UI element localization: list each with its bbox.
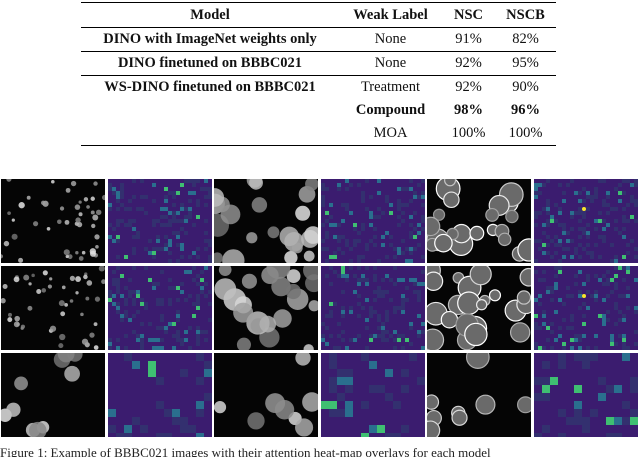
nscb-cell: 96%: [511, 102, 540, 118]
header-weak-label: Weak Label: [353, 6, 428, 23]
weak-label-cell: None: [374, 55, 407, 71]
microscopy-tile: [107, 179, 212, 263]
microscopy-tile: [533, 179, 638, 263]
weak-label-cell: Compound: [355, 102, 426, 118]
figure-caption: Figure 1: Example of BBBC021 images with…: [0, 445, 491, 457]
table-row: WS-DINO finetuned on BBBC021 Treatment 9…: [81, 76, 556, 100]
header-nsc: NSC: [453, 6, 483, 23]
microscopy-figure-grid: [1, 179, 639, 439]
microscopy-tile: [107, 266, 212, 350]
microscopy-tile: [1, 266, 105, 350]
table-row: DINO with ImageNet weights only None 91%…: [81, 28, 556, 52]
results-table: Model Weak Label NSC NSCB DINO with Imag…: [81, 2, 556, 146]
model-name: WS-DINO finetuned on BBBC021: [104, 79, 316, 95]
nsc-cell: 100%: [451, 125, 486, 141]
nscb-cell: 82%: [512, 31, 539, 47]
header-model: Model: [190, 6, 230, 23]
weak-label-cell: None: [374, 31, 407, 47]
microscopy-tile: [1, 179, 105, 263]
table-header-row: Model Weak Label NSC NSCB: [81, 2, 556, 28]
header-nscb: NSCB: [506, 6, 545, 23]
microscopy-tile: [320, 266, 425, 350]
microscopy-tile: [214, 266, 318, 350]
microscopy-tile: [1, 353, 105, 437]
weak-label-cell: MOA: [373, 125, 408, 141]
microscopy-tile: [320, 179, 425, 263]
table-row: Compound 98% 96%: [81, 99, 556, 122]
microscopy-tile: [427, 353, 531, 437]
microscopy-tile: [214, 179, 318, 263]
weak-label-cell: Treatment: [360, 79, 421, 95]
nscb-cell: 100%: [508, 125, 543, 141]
microscopy-tile: [214, 353, 318, 437]
table-row: DINO finetuned on BBBC021 None 92% 95%: [81, 52, 556, 76]
nsc-cell: 91%: [455, 31, 482, 47]
microscopy-tile: [427, 179, 531, 263]
microscopy-tile: [533, 353, 638, 437]
nscb-cell: 95%: [512, 55, 539, 71]
nsc-cell: 92%: [455, 55, 482, 71]
nsc-cell: 98%: [454, 102, 483, 118]
nscb-cell: 90%: [512, 79, 539, 95]
nsc-cell: 92%: [455, 79, 482, 95]
microscopy-tile: [427, 266, 531, 350]
model-name: DINO with ImageNet weights only: [103, 31, 317, 47]
microscopy-tile: [320, 353, 425, 437]
microscopy-tile: [533, 266, 638, 350]
microscopy-tile: [107, 353, 212, 437]
model-name: DINO finetuned on BBBC021: [117, 55, 303, 71]
